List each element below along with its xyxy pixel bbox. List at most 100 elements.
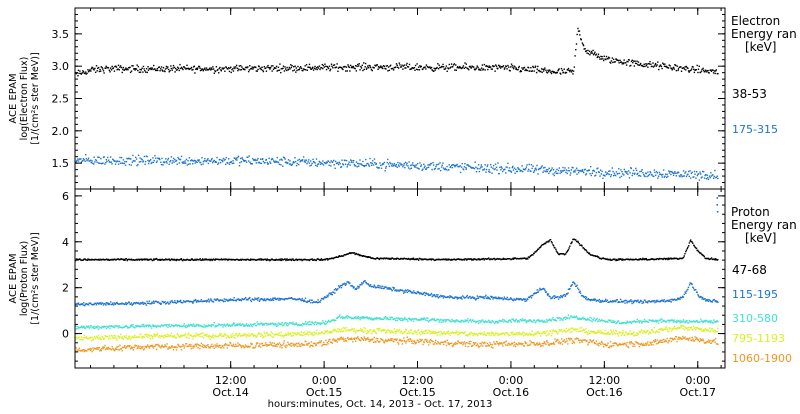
data-point: [484, 164, 486, 166]
data-point: [167, 66, 169, 68]
data-point: [413, 166, 416, 168]
data-point: [119, 65, 122, 67]
data-point: [440, 66, 442, 69]
data-point: [547, 240, 549, 243]
data-point: [268, 323, 270, 325]
data-point: [402, 331, 404, 334]
data-point: [92, 326, 94, 328]
data-point: [618, 320, 620, 322]
data-point: [436, 66, 438, 69]
data-point: [182, 301, 184, 304]
data-point: [231, 335, 233, 337]
data-point: [584, 174, 587, 176]
data-point: [568, 170, 571, 172]
data-point: [470, 321, 473, 323]
data-point: [109, 71, 111, 73]
data-point: [174, 158, 176, 161]
data-point: [180, 335, 183, 338]
data-point: [378, 67, 380, 69]
data-point: [413, 333, 415, 335]
data-point: [86, 259, 89, 261]
data-point: [124, 325, 126, 328]
data-point: [302, 322, 304, 325]
data-point: [99, 68, 101, 71]
data-point: [678, 175, 681, 177]
data-point: [288, 259, 290, 261]
data-point: [419, 66, 422, 68]
data-point: [646, 63, 648, 65]
data-point: [450, 320, 452, 322]
data-point: [292, 298, 294, 300]
data-point: [283, 323, 285, 325]
data-point: [577, 171, 580, 174]
data-point: [412, 164, 415, 167]
data-point: [234, 299, 236, 302]
data-point: [82, 326, 84, 329]
data-point: [465, 166, 467, 169]
data-point: [397, 161, 399, 164]
data-point: [108, 325, 111, 327]
data-point: [300, 67, 303, 69]
data-point: [197, 335, 200, 337]
data-point: [520, 298, 522, 301]
data-point: [524, 298, 527, 300]
data-point: [537, 320, 540, 322]
data-point: [405, 290, 408, 292]
data-point: [384, 258, 387, 260]
data-point: [557, 172, 559, 175]
data-point: [77, 259, 80, 261]
data-point: [589, 165, 592, 168]
data-point: [122, 159, 125, 161]
data-point: [351, 159, 353, 162]
data-point: [425, 317, 428, 319]
data-point: [554, 295, 556, 297]
data-point: [182, 258, 185, 261]
data-point: [464, 163, 466, 165]
data-point: [177, 67, 180, 70]
data-point: [212, 258, 215, 260]
data-point: [367, 332, 369, 334]
data-point: [685, 292, 687, 294]
data-point: [573, 238, 576, 240]
data-point: [308, 63, 311, 66]
data-point: [217, 335, 219, 337]
data-point: [286, 162, 288, 165]
data-point: [171, 300, 173, 302]
data-point: [202, 161, 205, 163]
data-point: [514, 257, 517, 259]
data-point: [377, 329, 380, 331]
data-point: [77, 326, 80, 329]
data-point: [303, 161, 306, 163]
data-point: [167, 335, 170, 337]
data-point: [158, 66, 161, 68]
data-point: [459, 66, 462, 69]
data-point: [90, 161, 92, 164]
data-point: [293, 323, 295, 325]
data-point: [442, 319, 445, 322]
data-point: [236, 258, 238, 261]
data-point: [354, 332, 357, 334]
data-point: [209, 325, 211, 327]
data-point: [529, 255, 532, 257]
data-point: [349, 64, 352, 67]
data-point: [163, 258, 166, 261]
data-point: [457, 66, 459, 68]
data-point: [113, 70, 116, 72]
data-point: [472, 66, 474, 68]
data-point: [676, 298, 678, 301]
data-point: [129, 158, 131, 160]
data-point: [174, 71, 176, 73]
data-point: [602, 58, 604, 60]
data-point: [628, 170, 630, 172]
data-point: [219, 333, 221, 335]
data-point: [486, 65, 488, 68]
data-point: [284, 322, 286, 324]
data-point: [560, 295, 563, 298]
data-point: [133, 326, 135, 328]
data-point: [501, 320, 503, 322]
data-point: [499, 65, 501, 67]
data-point: [538, 289, 540, 291]
data-point: [644, 301, 647, 303]
data-point: [645, 172, 648, 175]
data-point: [544, 289, 546, 292]
